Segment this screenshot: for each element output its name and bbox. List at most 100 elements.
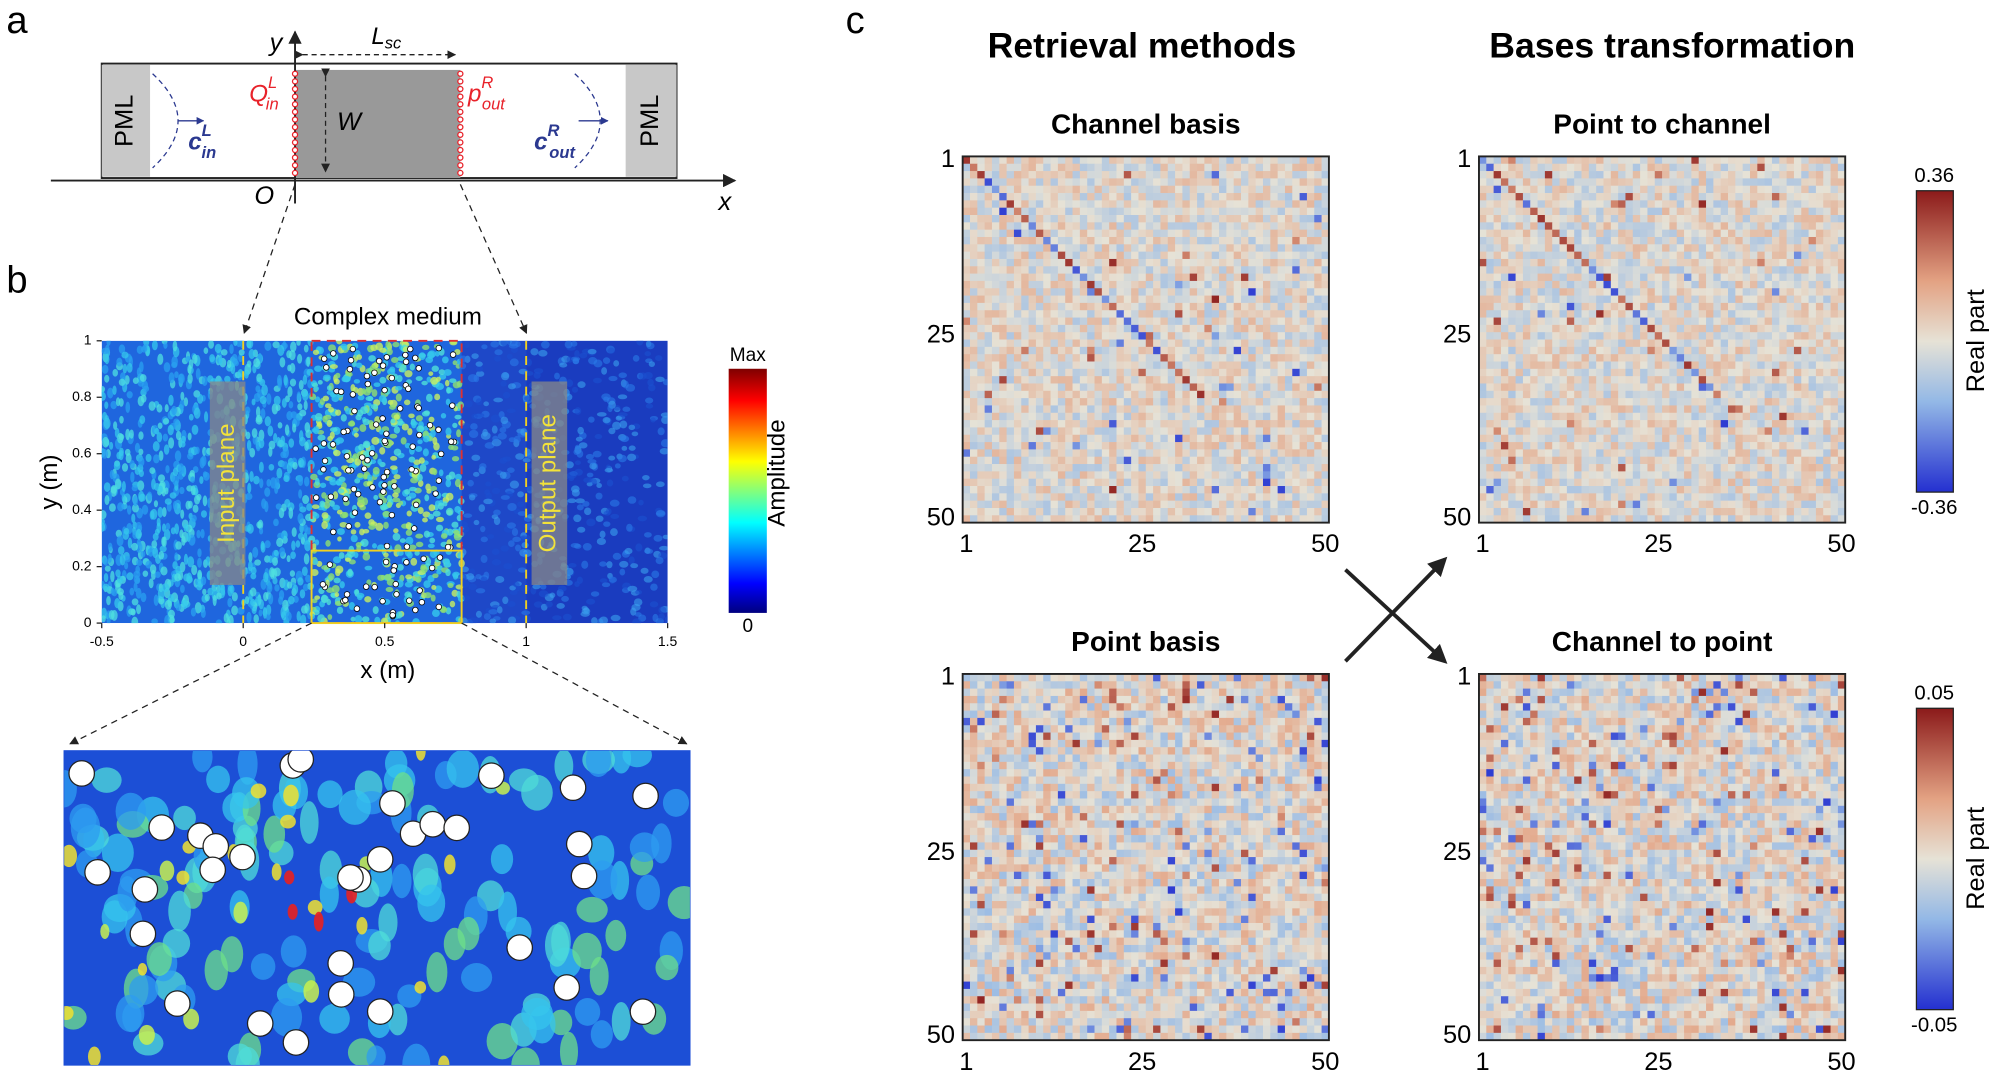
heatmap-cell	[1050, 222, 1059, 231]
field-blob	[387, 399, 394, 405]
heatmap-cell	[1255, 507, 1264, 516]
heatmap-cell	[1101, 493, 1110, 502]
field-blob	[449, 378, 457, 383]
heatmap-cell	[1116, 434, 1125, 443]
heatmap-cell	[1145, 236, 1154, 245]
heatmap-cell	[1226, 398, 1235, 406]
scatterer	[380, 473, 387, 481]
heatmap-cell	[1057, 456, 1066, 465]
heatmap-cell	[1116, 493, 1125, 502]
field-blob	[276, 436, 281, 447]
heatmap-cell	[1226, 310, 1235, 318]
heatmap-cell	[1262, 361, 1271, 370]
heatmap-cell	[1262, 258, 1271, 267]
heatmap-cell	[1087, 193, 1095, 201]
field-blob	[415, 541, 424, 548]
field-blob	[511, 528, 519, 537]
heatmap-cell	[1270, 171, 1279, 179]
heatmap-cell	[1270, 236, 1279, 245]
heatmap-cell	[1109, 405, 1117, 414]
heatmap-cell	[1284, 178, 1293, 187]
heatmap-cell	[962, 288, 971, 296]
field-blob	[445, 492, 454, 501]
heatmap-cell	[1057, 442, 1066, 450]
heatmap-cell	[962, 215, 971, 223]
scatterer	[435, 426, 442, 433]
heatmap-cell	[1057, 171, 1066, 179]
field-blob	[168, 437, 175, 449]
heatmap-cell	[1277, 288, 1286, 296]
heatmap-cell	[1175, 273, 1183, 282]
heatmap-cell	[1057, 398, 1066, 406]
heatmap-cell	[1160, 376, 1169, 384]
heatmap-cell	[1123, 266, 1132, 274]
heatmap-cell	[1087, 185, 1095, 194]
heatmap-cell	[1204, 471, 1213, 480]
heatmap-cell	[1182, 368, 1191, 377]
heatmap-cell	[1314, 163, 1322, 172]
scatterer	[364, 457, 371, 464]
heatmap-cell	[1153, 244, 1161, 253]
field-blob	[576, 576, 583, 584]
field-blob	[306, 356, 311, 368]
heatmap-cell	[1035, 339, 1044, 348]
heatmap-cell	[1035, 229, 1044, 238]
heatmap-cell	[1248, 295, 1257, 304]
scatterer	[408, 466, 415, 473]
heatmap-cell	[1131, 215, 1139, 223]
scatterer	[371, 369, 378, 376]
heatmap-cell	[1197, 486, 1205, 494]
heatmap-cell	[1021, 434, 1029, 443]
heatmap-cell	[1072, 244, 1081, 253]
heatmap-cell	[1306, 398, 1315, 406]
heatmap-cell	[977, 163, 986, 172]
heatmap-cell	[1087, 456, 1095, 465]
field-blob	[630, 607, 637, 616]
heatmap-cell	[1028, 398, 1037, 406]
heatmap-cell	[1211, 361, 1220, 370]
heatmap-cell	[991, 332, 1000, 340]
heatmap-cell	[1094, 207, 1103, 216]
field-blob	[132, 377, 139, 385]
field-blob	[180, 435, 186, 444]
heatmap-cell	[1197, 317, 1205, 326]
scatterer	[313, 494, 320, 501]
scatterer	[376, 357, 383, 365]
heatmap-cell	[1131, 185, 1139, 194]
field-blob	[574, 543, 582, 549]
field-blob	[392, 492, 399, 498]
heatmap-cell	[1248, 507, 1257, 516]
heatmap-cell	[1233, 251, 1242, 260]
heatmap-cell	[1138, 258, 1147, 267]
heatmap-cell	[1299, 273, 1308, 282]
heatmap-cell	[1057, 295, 1066, 304]
heatmap-cell	[1072, 295, 1081, 304]
field-blob	[121, 463, 129, 472]
field-blob	[208, 340, 215, 349]
field-blob	[506, 522, 516, 529]
heatmap-cell	[1219, 236, 1227, 245]
heatmap-cell	[1138, 354, 1147, 362]
heatmap-cell	[962, 332, 971, 340]
heatmap-cell	[1219, 376, 1227, 384]
field-blob	[250, 953, 276, 980]
field-blob	[192, 504, 199, 513]
field-blob	[584, 507, 592, 516]
heatmap-cell	[1101, 229, 1110, 238]
heatmap-cell	[1057, 464, 1066, 472]
heatmap-cell	[1277, 412, 1286, 421]
field-blob	[364, 512, 372, 519]
heatmap-cell	[1175, 156, 1183, 165]
heatmap-cell	[1226, 156, 1235, 165]
field-blob	[252, 546, 259, 558]
heatmap-cell	[1145, 398, 1154, 406]
scatterer	[379, 362, 387, 369]
heatmap-cell	[1050, 185, 1059, 194]
heatmap-cell	[1035, 427, 1044, 436]
heatmap-cell	[1248, 156, 1257, 165]
heatmap-cell	[1284, 449, 1293, 458]
heatmap-cell	[991, 354, 1000, 362]
field-blob	[423, 530, 430, 538]
heatmap-cell	[1255, 302, 1264, 311]
heatmap-cell	[1314, 258, 1322, 267]
